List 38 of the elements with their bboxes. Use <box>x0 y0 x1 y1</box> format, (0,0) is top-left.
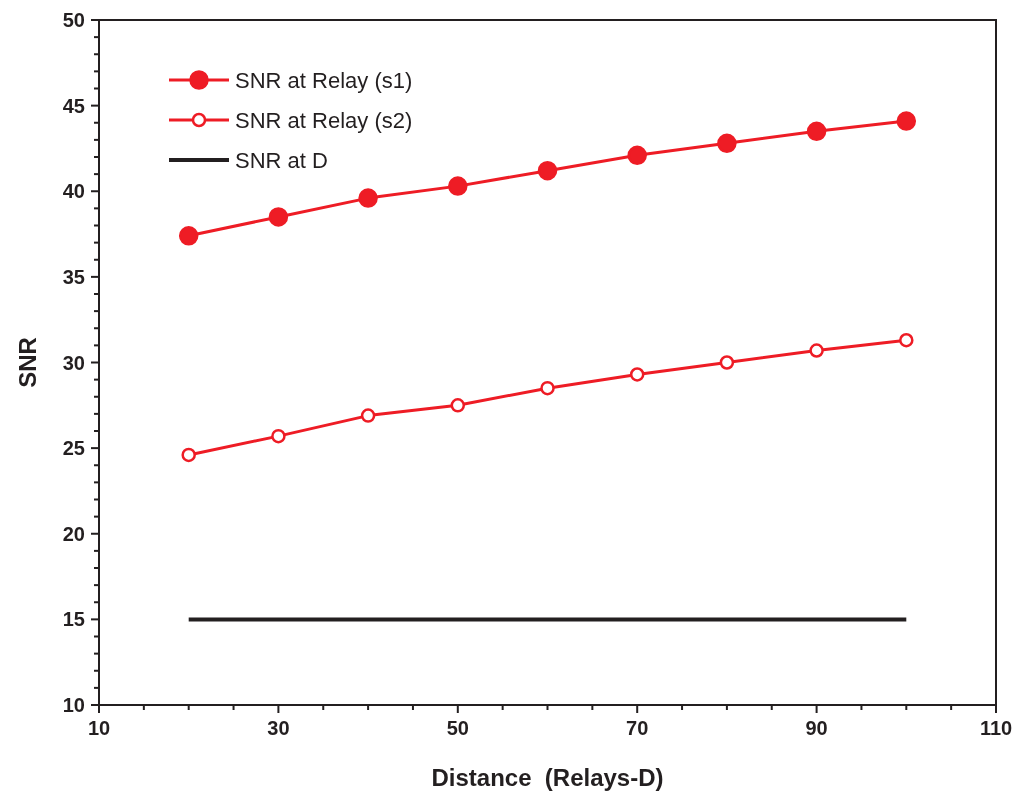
legend-label: SNR at Relay (s1) <box>235 68 413 93</box>
x-tick-label: 30 <box>267 717 290 739</box>
point <box>806 121 827 142</box>
point <box>629 367 645 382</box>
y-tick-label: 25 <box>62 437 85 460</box>
point <box>271 428 286 444</box>
point <box>181 447 196 463</box>
point <box>627 145 647 166</box>
y-tick-label: 40 <box>62 180 85 203</box>
x-tick-label: 50 <box>446 717 469 739</box>
point <box>360 408 376 423</box>
x-tick-label: 110 <box>979 717 1013 739</box>
y-tick-label: 50 <box>62 9 85 31</box>
point <box>809 343 824 358</box>
x-tick-label: 10 <box>87 717 111 739</box>
y-tick-label: 30 <box>62 351 85 374</box>
y-tick-label: 15 <box>62 608 85 631</box>
point <box>719 355 735 370</box>
point <box>896 111 917 131</box>
point <box>450 398 466 413</box>
point <box>537 160 558 181</box>
x-tick-label: 90 <box>805 717 828 739</box>
y-tick-label: 45 <box>62 94 85 117</box>
x-axis-title: Distance (Relays-D) <box>431 764 664 791</box>
point <box>178 226 199 246</box>
point <box>540 380 555 396</box>
point <box>448 176 468 196</box>
point <box>358 188 378 208</box>
y-tick-label: 35 <box>62 265 85 288</box>
point <box>899 332 914 348</box>
y-tick-label: 10 <box>62 694 85 716</box>
x-tick-label: 70 <box>626 717 649 739</box>
y-tick-label: 20 <box>62 522 85 545</box>
legend-label: SNR at D <box>235 148 328 173</box>
y-axis-title: SNR <box>14 337 41 388</box>
point <box>717 133 737 154</box>
legend-label: SNR at Relay (s2) <box>235 108 413 133</box>
point <box>268 207 289 227</box>
